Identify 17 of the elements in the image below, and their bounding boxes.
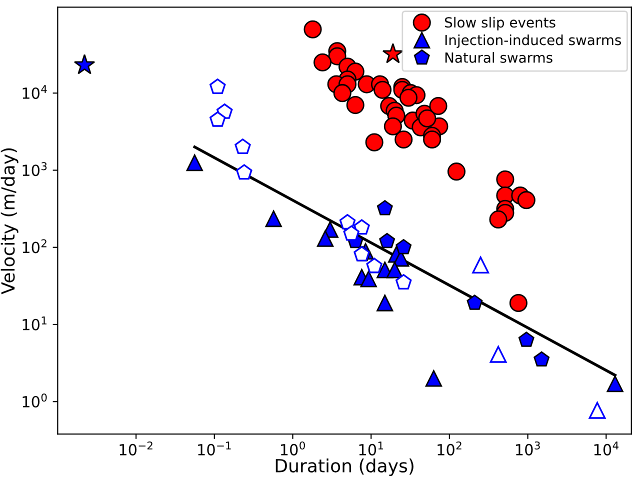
x-tick-label: 10$^{2}$ — [438, 441, 462, 456]
y-axis-title: Velocity (m/day) — [0, 148, 18, 294]
x-tick-label: 10$^{4}$ — [594, 442, 618, 456]
x-tick-label: 10$^{3}$ — [516, 441, 540, 456]
y-tick-label: 10$^{1}$ — [22, 316, 46, 330]
y-tick-label: 10$^{4}$ — [22, 85, 47, 100]
legend-label: Natural swarms — [445, 52, 552, 63]
x-tick-label: 10$^{−2}$ — [120, 441, 152, 456]
x-tick-label: 10$^{1}$ — [359, 442, 384, 456]
x-tick-label: 10$^{−1}$ — [198, 442, 231, 456]
y-tick-label: 10$^{3}$ — [22, 162, 47, 176]
x-axis-title: Duration (days) — [276, 458, 414, 476]
x-tick-label: 10$^{0}$ — [280, 441, 305, 456]
y-tick-label: 10$^{0}$ — [22, 394, 47, 408]
y-tick-label: 10$^{2}$ — [22, 239, 46, 254]
legend-label: Slow slip events — [444, 16, 556, 30]
legend-label: Injection-induced swarms — [445, 34, 621, 48]
